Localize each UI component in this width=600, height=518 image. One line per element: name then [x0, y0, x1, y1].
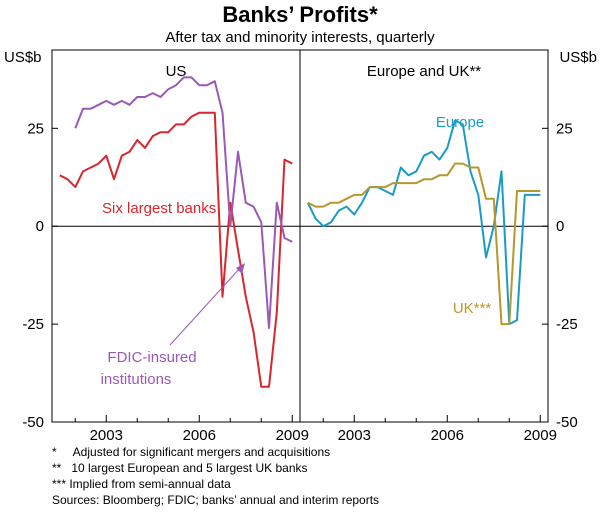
x-tick-label: 2009 [276, 427, 309, 444]
fdic-pointer-line [169, 266, 242, 346]
x-tick-label: 2006 [431, 427, 464, 444]
y-tick-label-right: 25 [556, 120, 573, 137]
footnote-3: *** Implied from semi-annual data [52, 477, 231, 491]
y-tick-label-right: -50 [556, 414, 578, 431]
y-tick-label-left: -25 [22, 316, 44, 333]
label-fdic-line2: institutions [101, 371, 172, 388]
footnote-1: * Adjusted for significant mergers and a… [52, 445, 331, 459]
chart-title: Banks’ Profits* [222, 2, 378, 27]
y-tick-label-left: 25 [27, 120, 44, 137]
label-uk: UK*** [453, 300, 492, 317]
series-line-fdic-insured-institutions [74, 76, 293, 329]
panel-title-europe-uk: Europe and UK** [367, 63, 481, 80]
series-line-uk [307, 162, 541, 326]
label-europe: Europe [436, 114, 484, 131]
x-tick-label: 2003 [338, 427, 371, 444]
series-line-six-largest-banks [59, 111, 293, 388]
x-tick-label: 2006 [183, 427, 216, 444]
panel-title-us: US [166, 63, 187, 80]
x-tick-label: 2003 [90, 427, 123, 444]
fdic-pointer-arrowhead [236, 263, 245, 274]
label-six-largest-banks: Six largest banks [102, 200, 216, 217]
label-fdic-line1: FDIC-insured [107, 349, 196, 366]
y-unit-right: US$b [559, 49, 597, 66]
footnote-sources: Sources: Bloomberg; FDIC; banks’ annual … [52, 493, 380, 507]
y-tick-label-left: 0 [36, 218, 44, 235]
chart-marks: -50 -50 -25 -25 0 0 25 25 2003 2006 2009 2003 2006 20… [22, 76, 578, 444]
y-tick-label-right: -25 [556, 316, 578, 333]
y-tick-label-right: 0 [556, 218, 564, 235]
y-unit-left: US$b [4, 49, 42, 66]
series-line-europe [306, 119, 541, 326]
footnote-2: ** 10 largest European and 5 largest UK … [52, 461, 308, 475]
y-tick-label-left: -50 [22, 414, 44, 431]
chart-subtitle: After tax and minority interests, quarte… [165, 29, 435, 46]
x-tick-label: 2009 [524, 427, 557, 444]
